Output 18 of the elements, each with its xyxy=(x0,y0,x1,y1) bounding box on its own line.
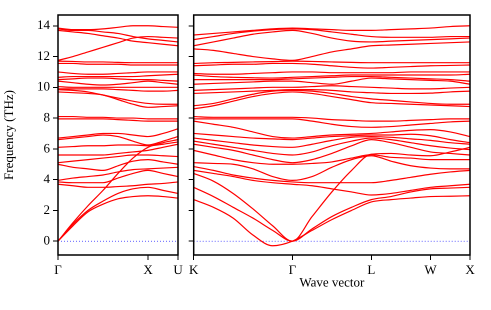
x-axis-title: Wave vector xyxy=(299,274,366,290)
x-tick-label: X xyxy=(143,262,154,278)
y-tick-label: 10 xyxy=(37,78,50,94)
x-tick-label: U xyxy=(173,262,184,278)
y-tick-label: 2 xyxy=(44,202,50,217)
x-tick-label: W xyxy=(424,262,438,278)
y-tick-label: 4 xyxy=(44,171,50,186)
y-tick-label: 6 xyxy=(44,140,50,156)
x-tick-label: K xyxy=(189,262,199,278)
x-tick-label: Γ xyxy=(54,262,62,278)
y-tick-label: 0 xyxy=(44,232,50,248)
y-axis-title: Frequency (THz) xyxy=(1,90,16,180)
x-tick-label: Γ xyxy=(288,262,297,278)
y-tick-label: 14 xyxy=(37,17,50,32)
y-tick-label: 8 xyxy=(44,110,50,124)
x-tick-label: L xyxy=(367,262,376,278)
y-tick-label: 12 xyxy=(37,48,50,63)
x-tick-label: X xyxy=(465,262,476,278)
